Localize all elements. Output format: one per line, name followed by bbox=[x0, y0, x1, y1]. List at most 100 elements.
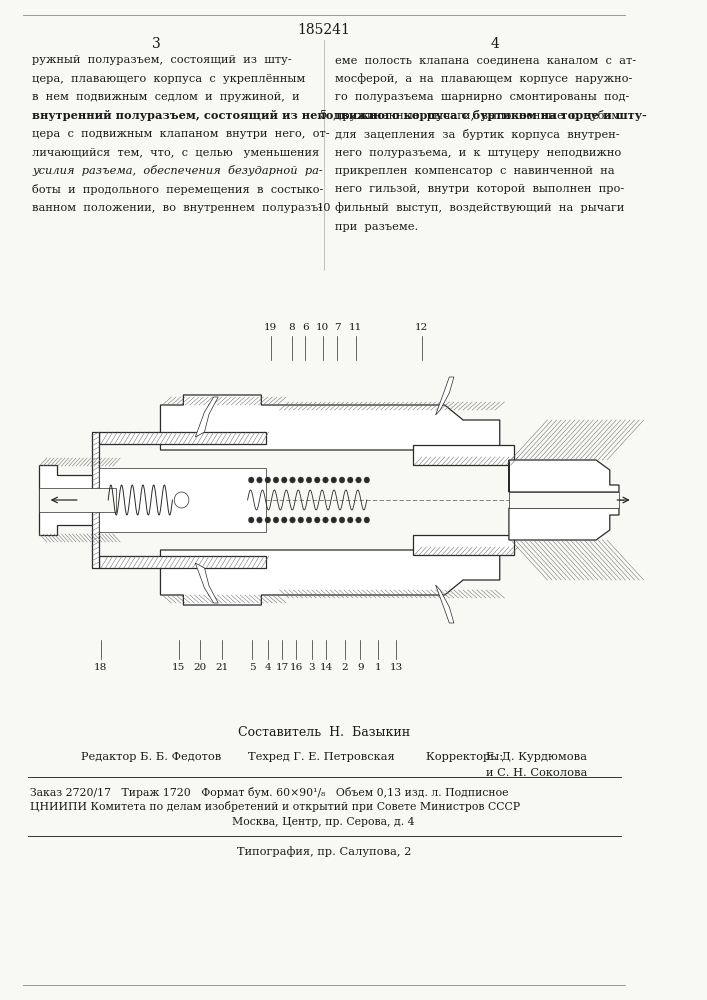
Text: мосферой,  а  на  плавающем  корпусе  наружно-: мосферой, а на плавающем корпусе наружно… bbox=[334, 73, 632, 84]
Circle shape bbox=[306, 517, 312, 523]
Text: прикреплен  компенсатор  с  навинченной  на: прикреплен компенсатор с навинченной на bbox=[334, 166, 614, 176]
Bar bbox=[413, 445, 513, 465]
Text: 185241: 185241 bbox=[297, 23, 350, 37]
Text: 10: 10 bbox=[316, 323, 329, 332]
Circle shape bbox=[248, 477, 254, 483]
Text: 18: 18 bbox=[94, 663, 107, 672]
Text: 6: 6 bbox=[302, 323, 309, 332]
Bar bbox=[38, 488, 117, 512]
Circle shape bbox=[290, 477, 296, 483]
Text: личающийся  тем,  что,  с  целью   уменьшения: личающийся тем, что, с целью уменьшения bbox=[32, 147, 320, 157]
Bar bbox=[92, 432, 99, 568]
Text: усилия  разъема,  обеспечения  безударной  ра-: усилия разъема, обеспечения безударной р… bbox=[32, 165, 323, 176]
Circle shape bbox=[281, 477, 287, 483]
Text: него  гильзой,  внутри  которой  выполнен  про-: него гильзой, внутри которой выполнен пр… bbox=[334, 184, 624, 194]
Text: цера,  плавающего  корпуса  с  укреплённым: цера, плавающего корпуса с укреплённым bbox=[32, 74, 305, 84]
Polygon shape bbox=[509, 508, 619, 540]
Polygon shape bbox=[436, 377, 454, 415]
Circle shape bbox=[339, 477, 345, 483]
Text: Москва, Центр, пр. Серова, д. 4: Москва, Центр, пр. Серова, д. 4 bbox=[233, 817, 415, 827]
Text: боты  и  продольного  перемещения  в  состыко-: боты и продольного перемещения в состыко… bbox=[32, 184, 324, 195]
Text: 5: 5 bbox=[249, 663, 255, 672]
Circle shape bbox=[298, 517, 303, 523]
Circle shape bbox=[265, 517, 271, 523]
Text: 21: 21 bbox=[216, 663, 228, 672]
Circle shape bbox=[290, 517, 296, 523]
Text: Редактор Б. Б. Федотов: Редактор Б. Б. Федотов bbox=[81, 752, 221, 762]
Bar bbox=[509, 492, 619, 508]
Bar bbox=[99, 556, 266, 568]
Polygon shape bbox=[436, 585, 454, 623]
Circle shape bbox=[315, 477, 320, 483]
Polygon shape bbox=[160, 395, 500, 450]
Bar bbox=[99, 432, 266, 444]
Text: 7: 7 bbox=[334, 323, 341, 332]
Text: пружиненные  рычаги,  выполненные  с  зубом: пружиненные рычаги, выполненные с зубом bbox=[334, 110, 620, 121]
Circle shape bbox=[257, 477, 262, 483]
Circle shape bbox=[356, 477, 361, 483]
Circle shape bbox=[315, 517, 320, 523]
Circle shape bbox=[323, 517, 328, 523]
Polygon shape bbox=[38, 465, 117, 535]
Text: 15: 15 bbox=[173, 663, 185, 672]
Text: 4: 4 bbox=[264, 663, 271, 672]
Circle shape bbox=[323, 477, 328, 483]
Text: 12: 12 bbox=[415, 323, 428, 332]
Text: Техред Г. Е. Петровская: Техред Г. Е. Петровская bbox=[247, 752, 395, 762]
Circle shape bbox=[356, 517, 361, 523]
Circle shape bbox=[298, 477, 303, 483]
Text: Типография, пр. Салупова, 2: Типография, пр. Салупова, 2 bbox=[237, 847, 411, 857]
Text: 13: 13 bbox=[390, 663, 403, 672]
Text: Е. Д. Курдюмова: Е. Д. Курдюмова bbox=[486, 752, 587, 762]
Text: ванном  положении,  во  внутреннем  полуразъ-: ванном положении, во внутреннем полуразъ… bbox=[32, 203, 322, 213]
Bar bbox=[413, 535, 513, 555]
Circle shape bbox=[274, 477, 279, 483]
Polygon shape bbox=[195, 397, 218, 437]
Circle shape bbox=[348, 517, 353, 523]
Circle shape bbox=[348, 477, 353, 483]
Circle shape bbox=[281, 517, 287, 523]
Text: 8: 8 bbox=[288, 323, 295, 332]
Text: Заказ 2720/17   Тираж 1720   Формат бум. 60×90¹/₈   Объем 0,13 изд. л. Подписное: Заказ 2720/17 Тираж 1720 Формат бум. 60×… bbox=[30, 786, 509, 798]
Text: 10: 10 bbox=[317, 203, 331, 213]
Text: и С. Н. Соколова: и С. Н. Соколова bbox=[486, 768, 588, 778]
Text: 11: 11 bbox=[349, 323, 363, 332]
Text: 5: 5 bbox=[320, 110, 327, 120]
Circle shape bbox=[364, 477, 370, 483]
Text: 3: 3 bbox=[151, 37, 160, 51]
Text: 20: 20 bbox=[193, 663, 206, 672]
Text: еме  полость  клапана  соединена  каналом  с  ат-: еме полость клапана соединена каналом с … bbox=[334, 55, 636, 65]
Text: при  разъеме.: при разъеме. bbox=[334, 222, 418, 232]
Text: для  зацепления  за  буртик  корпуса  внутрен-: для зацепления за буртик корпуса внутрен… bbox=[334, 128, 619, 139]
Text: 19: 19 bbox=[264, 323, 277, 332]
Circle shape bbox=[331, 477, 337, 483]
Text: Корректоры:: Корректоры: bbox=[426, 752, 507, 762]
Text: внутренний полуразъем, состоящий из неподвижного корпуса с буртиком на торце и ш: внутренний полуразъем, состоящий из непо… bbox=[32, 110, 647, 121]
Circle shape bbox=[339, 517, 345, 523]
Text: 1: 1 bbox=[375, 663, 381, 672]
Polygon shape bbox=[160, 550, 500, 605]
Text: в  нем  подвижным  седлом  и  пружиной,  и: в нем подвижным седлом и пружиной, и bbox=[32, 92, 300, 102]
Circle shape bbox=[364, 517, 370, 523]
Text: ЦНИИПИ Комитета по делам изобретений и открытий при Совете Министров СССР: ЦНИИПИ Комитета по делам изобретений и о… bbox=[30, 802, 520, 812]
Text: цера  с  подвижным  клапаном  внутри  него,  от-: цера с подвижным клапаном внутри него, о… bbox=[32, 129, 329, 139]
Text: 9: 9 bbox=[357, 663, 363, 672]
Polygon shape bbox=[509, 460, 619, 492]
Text: го  полуразъема  шарнирно  смонтированы  под-: го полуразъема шарнирно смонтированы под… bbox=[334, 92, 629, 102]
Text: 3: 3 bbox=[308, 663, 315, 672]
Circle shape bbox=[174, 492, 189, 508]
Circle shape bbox=[248, 517, 254, 523]
Text: Составитель  Н.  Базыкин: Составитель Н. Базыкин bbox=[238, 726, 410, 738]
Text: 14: 14 bbox=[320, 663, 333, 672]
Polygon shape bbox=[195, 563, 218, 603]
Circle shape bbox=[257, 517, 262, 523]
Text: ружный  полуразъем,  состоящий  из  шту-: ружный полуразъем, состоящий из шту- bbox=[32, 55, 292, 65]
Text: фильный  выступ,  воздействующий  на  рычаги: фильный выступ, воздействующий на рычаги bbox=[334, 203, 624, 213]
Circle shape bbox=[265, 477, 271, 483]
Text: 16: 16 bbox=[290, 663, 303, 672]
Text: 17: 17 bbox=[276, 663, 289, 672]
Circle shape bbox=[331, 517, 337, 523]
Bar bbox=[99, 468, 266, 532]
Text: 2: 2 bbox=[341, 663, 348, 672]
Circle shape bbox=[274, 517, 279, 523]
